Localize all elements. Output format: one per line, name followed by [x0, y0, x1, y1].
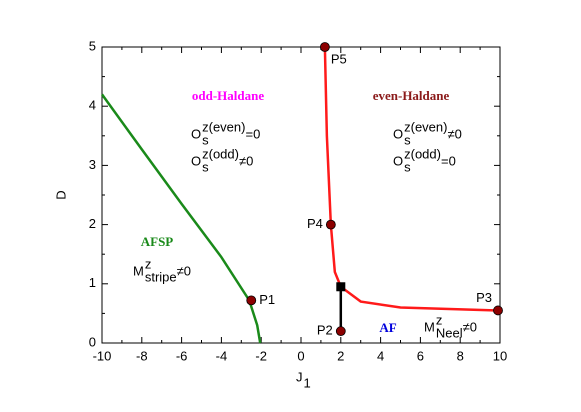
x-tick-label: 4	[377, 348, 384, 363]
order-parameter-rest: =0	[441, 153, 456, 168]
order-parameter-sub: stripe	[145, 269, 177, 284]
order-parameter-base: M	[133, 263, 144, 278]
order-parameter-sup: z	[436, 312, 443, 327]
order-parameter-sub: Neel	[436, 325, 463, 340]
order-parameter-base: O	[191, 153, 201, 168]
point-label: P4	[307, 216, 323, 231]
phase-label: AFSP	[141, 234, 174, 249]
phase-boundary	[323, 46, 499, 312]
y-tick-label: 0	[89, 334, 96, 349]
x-tick-label: 6	[417, 348, 424, 363]
order-parameter-rest: =0	[245, 126, 260, 141]
order-parameter-rest: ≠0	[447, 126, 461, 141]
y-tick-label: 1	[89, 275, 96, 290]
order-parameter-sup: z	[145, 256, 152, 271]
order-parameter-sub: s	[404, 132, 411, 147]
order-parameter-sup: z(even)	[404, 119, 447, 134]
order-parameter-rest: ≠0	[239, 153, 253, 168]
x-tick-label: -10	[93, 348, 112, 363]
x-tick-label: 0	[297, 348, 304, 363]
y-tick-label: 4	[89, 98, 96, 113]
x-tick-label: -2	[255, 348, 267, 363]
point-label: P1	[259, 292, 275, 307]
order-parameter-sub: s	[404, 159, 411, 174]
point-marker	[319, 42, 330, 52]
y-tick-label: 5	[89, 38, 96, 53]
x-tick-label: -6	[176, 348, 188, 363]
order-parameter-sup: z(odd)	[404, 146, 441, 161]
x-axis-label-base: J	[296, 369, 303, 384]
x-tick-label: 8	[457, 348, 464, 363]
y-tick-label: 2	[89, 216, 96, 231]
order-parameter-base: O	[393, 153, 403, 168]
point-label: P3	[476, 290, 492, 305]
phase-label: even-Haldane	[373, 88, 450, 103]
x-tick-label: 2	[337, 348, 344, 363]
order-parameter-base: O	[393, 126, 403, 141]
point-marker	[493, 305, 503, 316]
point-marker	[246, 295, 257, 306]
x-tick-label: 10	[493, 348, 507, 363]
y-axis-label: D	[53, 190, 68, 199]
order-parameter-sub: s	[202, 132, 209, 147]
y-tick-label: 3	[89, 157, 96, 172]
phase-label: AF	[379, 320, 396, 335]
phase-label: odd-Haldane	[192, 88, 264, 103]
x-tick-label: -4	[216, 348, 228, 363]
phase-boundary	[100, 93, 262, 344]
point-label: P2	[317, 323, 333, 338]
point-label: P5	[331, 51, 347, 66]
order-parameter-base: M	[424, 319, 435, 334]
order-parameter-sup: z(odd)	[202, 146, 239, 161]
order-parameter-rest: ≠0	[463, 319, 477, 334]
order-parameter-base: O	[191, 126, 201, 141]
order-parameter-sup: z(even)	[202, 119, 245, 134]
x-axis-label-sub: 1	[304, 375, 311, 390]
point-marker	[325, 219, 336, 230]
x-tick-label: -8	[136, 348, 148, 363]
order-parameter-rest: ≠0	[177, 263, 191, 278]
order-parameter-sub: s	[202, 159, 209, 174]
junction-marker	[336, 282, 346, 292]
point-marker	[335, 326, 346, 337]
